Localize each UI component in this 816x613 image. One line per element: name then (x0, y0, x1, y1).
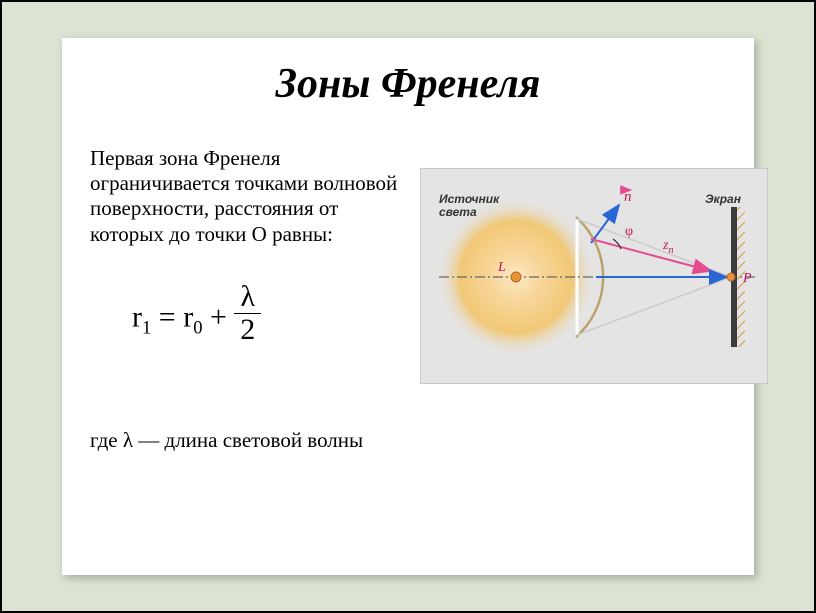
slide-title: Зоны Френеля (62, 60, 754, 108)
formula: r1 = r0 + λ2 (132, 288, 261, 351)
label-L: L (497, 260, 506, 275)
label-phi: φ (625, 224, 633, 239)
paragraph-footer: где λ — длина световой волны (90, 428, 410, 453)
fresnel-diagram: Источниксвета Экран n φ zn L P (420, 168, 768, 384)
label-n: n (624, 189, 632, 205)
label-zn: zn (662, 238, 673, 256)
label-P: P (742, 271, 752, 286)
label-screen: Экран (705, 192, 742, 206)
paragraph-intro: Первая зона Френеля ограничивается точка… (90, 146, 410, 247)
